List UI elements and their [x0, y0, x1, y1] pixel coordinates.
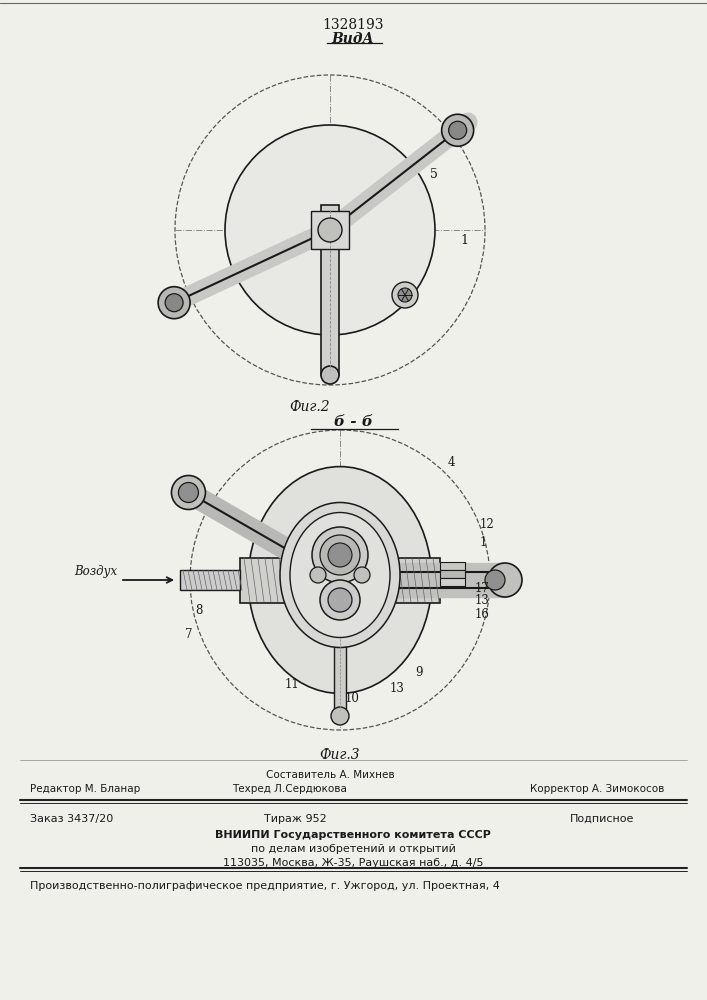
Circle shape [318, 218, 342, 242]
Circle shape [354, 567, 370, 583]
Text: 10: 10 [345, 692, 360, 704]
Bar [240, 558, 440, 603]
Ellipse shape [280, 502, 400, 648]
Circle shape [312, 527, 368, 583]
Circle shape [449, 121, 467, 139]
Ellipse shape [290, 512, 390, 638]
Circle shape [320, 535, 360, 575]
Circle shape [225, 125, 435, 335]
Text: 113035, Москва, Ж-35, Раушская наб., д. 4/5: 113035, Москва, Ж-35, Раушская наб., д. … [223, 858, 484, 868]
Text: Фиг.2: Фиг.2 [290, 400, 330, 414]
Text: 4: 4 [448, 456, 455, 468]
Text: 8: 8 [195, 603, 202, 616]
Bar [440, 578, 465, 586]
Circle shape [488, 563, 522, 597]
Bar [311, 211, 349, 249]
Text: Воздух: Воздух [74, 565, 117, 578]
Text: ВидА: ВидА [332, 32, 375, 46]
Circle shape [328, 588, 352, 612]
Bar [321, 205, 339, 375]
Text: Корректор А. Зимокосов: Корректор А. Зимокосов [530, 784, 665, 794]
Circle shape [158, 287, 190, 319]
Text: Производственно-полиграфическое предприятие, г. Ужгород, ул. Проектная, 4: Производственно-полиграфическое предприя… [30, 881, 500, 891]
Text: Фиг.3: Фиг.3 [320, 748, 361, 762]
Bar [440, 562, 465, 570]
Circle shape [442, 114, 474, 146]
Circle shape [320, 580, 360, 620]
Circle shape [485, 570, 505, 590]
Circle shape [178, 483, 199, 502]
Text: Составитель А. Михнев: Составитель А. Михнев [266, 770, 395, 780]
Text: 1: 1 [480, 536, 487, 548]
Text: Тираж 952: Тираж 952 [264, 814, 327, 824]
Text: 9: 9 [415, 666, 423, 678]
Ellipse shape [248, 467, 432, 693]
Bar [440, 570, 465, 578]
Text: Заказ 3437/20: Заказ 3437/20 [30, 814, 113, 824]
Bar [334, 602, 346, 710]
Text: 7: 7 [185, 629, 192, 642]
Circle shape [328, 543, 352, 567]
Circle shape [310, 567, 326, 583]
Text: 17: 17 [475, 582, 490, 594]
Circle shape [331, 707, 349, 725]
Text: 1328193: 1328193 [322, 18, 384, 32]
Text: б - б: б - б [334, 415, 373, 429]
Circle shape [392, 282, 418, 308]
Text: 5: 5 [430, 168, 438, 182]
Text: 1: 1 [460, 233, 468, 246]
Circle shape [165, 294, 183, 312]
Circle shape [171, 476, 206, 510]
Text: 12: 12 [480, 518, 495, 532]
Text: 11: 11 [285, 678, 300, 692]
Text: Техред Л.Сердюкова: Техред Л.Сердюкова [233, 784, 347, 794]
Text: ВНИИПИ Государственного комитета СССР: ВНИИПИ Государственного комитета СССР [215, 830, 491, 840]
Circle shape [321, 366, 339, 384]
Bar [180, 570, 240, 590]
Text: 13: 13 [390, 682, 405, 694]
Text: Редактор М. Бланар: Редактор М. Бланар [30, 784, 140, 794]
Text: по делам изобретений и открытий: по делам изобретений и открытий [250, 844, 455, 854]
Text: 13: 13 [475, 593, 490, 606]
Circle shape [398, 288, 412, 302]
Text: 16: 16 [475, 608, 490, 621]
Text: Подписное: Подписное [570, 814, 634, 824]
